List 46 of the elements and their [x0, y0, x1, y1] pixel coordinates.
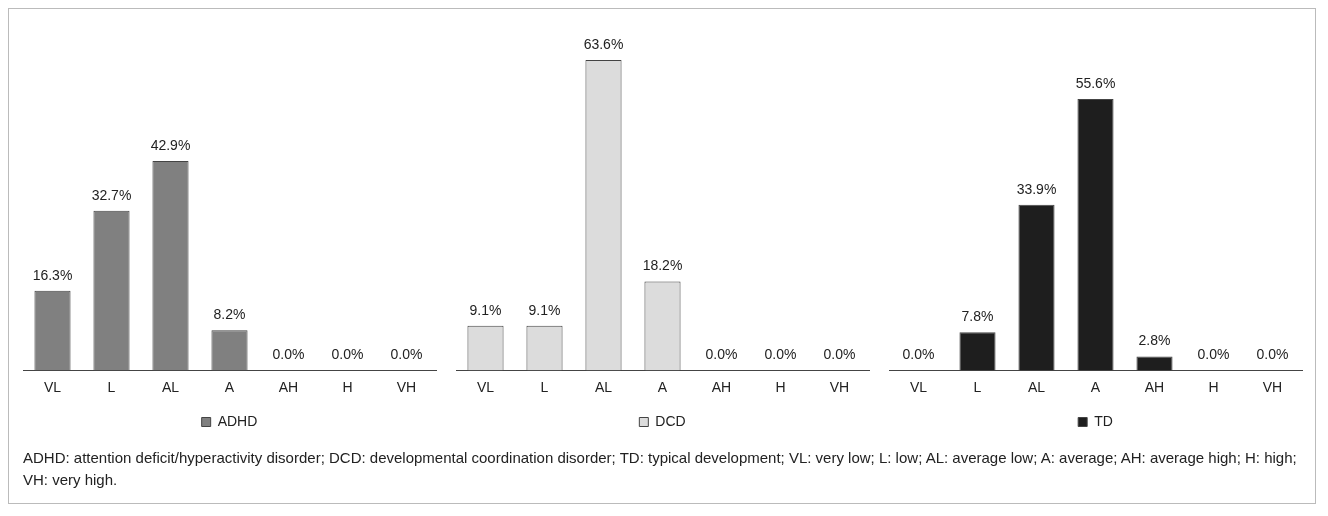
data-label: 0.0% [823, 346, 856, 363]
x-tick-label: AH [711, 379, 732, 396]
data-label: 63.6% [583, 35, 624, 52]
text: ADHD: attention deficit/hyperactivity disorder; DCD: developmental coordination disorder; TD: typical development; VL: very low; L: low; AL: average low; A: average; AH: average high; H: high; VH: very high. [22, 448, 1298, 490]
data-label: 55.6% [1075, 74, 1116, 91]
x-tick-label: AL [1027, 379, 1046, 396]
data-label: 0.0% [705, 346, 738, 363]
x-tick-label: VL [476, 379, 495, 396]
x-tick-label: H [342, 379, 353, 396]
legend-label: DCD [655, 412, 686, 429]
data-label: 9.1% [469, 301, 502, 318]
x-tick-label: AL [594, 379, 613, 396]
x-tick-label: L [973, 379, 982, 396]
x-tick-label: AH [278, 379, 299, 396]
legend-label: ADHD [217, 412, 258, 429]
data-label: 8.2% [213, 306, 246, 323]
data-label: 0.0% [1256, 346, 1289, 363]
data-label: 9.1% [528, 301, 561, 318]
data-label: 33.9% [1016, 180, 1057, 197]
x-tick-label: VH [1262, 379, 1283, 396]
x-tick-label: A [224, 379, 235, 396]
x-tick-label: H [1208, 379, 1219, 396]
data-label: 0.0% [902, 346, 935, 363]
x-tick-label: A [1090, 379, 1101, 396]
x-tick-label: VH [396, 379, 417, 396]
x-tick-label: AL [161, 379, 180, 396]
data-label: 42.9% [150, 136, 191, 153]
legend-label: TD [1094, 412, 1113, 429]
x-tick-label: L [107, 379, 116, 396]
data-label: 2.8% [1138, 332, 1171, 349]
data-label: 0.0% [1197, 346, 1230, 363]
data-label: 32.7% [91, 186, 132, 203]
x-tick-label: AH [1144, 379, 1165, 396]
x-tick-label: A [657, 379, 668, 396]
x-tick-label: VH [829, 379, 850, 396]
x-tick-label: L [540, 379, 549, 396]
x-tick-label: H [775, 379, 786, 396]
x-tick-label: VL [909, 379, 928, 396]
x-tick-label: VL [43, 379, 62, 396]
data-label: 0.0% [272, 346, 305, 363]
data-label: 16.3% [32, 266, 73, 283]
data-label: 0.0% [331, 346, 364, 363]
data-label: 0.0% [764, 346, 797, 363]
data-label: 7.8% [961, 308, 994, 325]
data-label: 18.2% [642, 257, 683, 274]
data-label: 0.0% [390, 346, 423, 363]
